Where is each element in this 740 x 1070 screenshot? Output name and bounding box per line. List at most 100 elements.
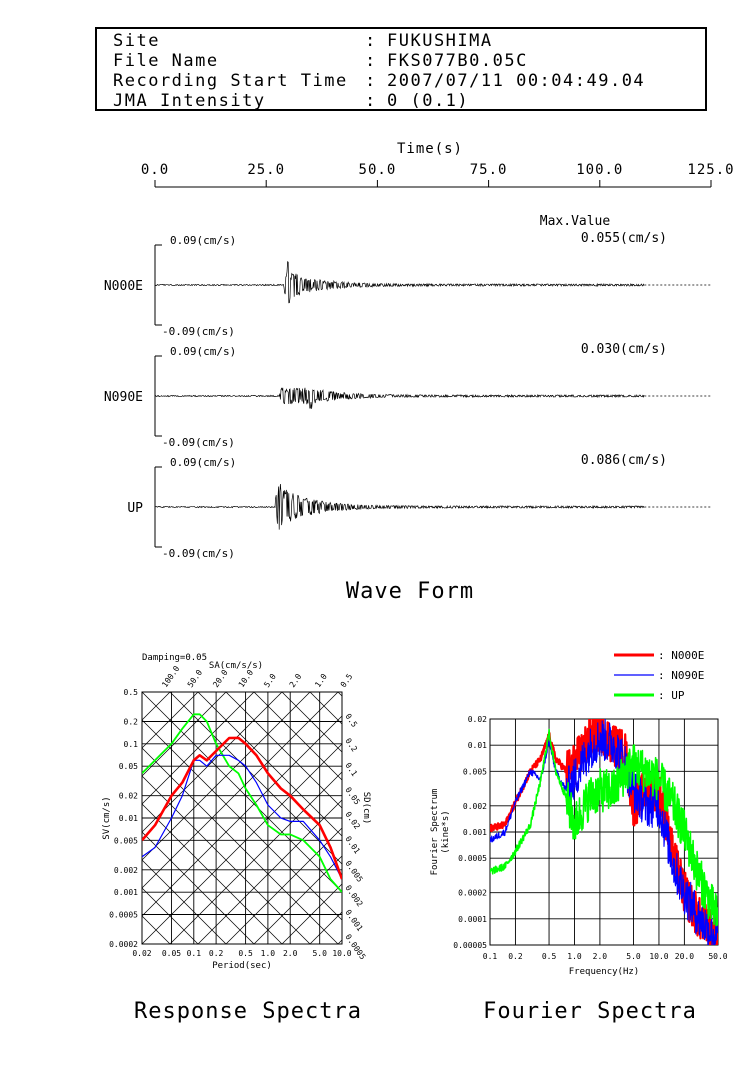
- response-x-tick: 0.02: [132, 949, 151, 958]
- response-sa-tick: 20.0: [211, 668, 230, 689]
- response-sa-tick: 0.5: [339, 672, 355, 689]
- response-diag-sa: [0, 692, 2, 944]
- response-x-tick: 0.2: [209, 949, 224, 958]
- fourier-yunit: (kine*s): [441, 810, 451, 853]
- header-label: File Name: [113, 51, 219, 71]
- response-y-tick: 0.001: [114, 888, 138, 897]
- fourier-x-tick: 20.0: [675, 952, 694, 961]
- waveform-channel-up: 0.09(cm/s) -0.09(cm/s) UP 0.086(cm/s): [127, 453, 711, 560]
- waveform-bottom-label: -0.09(cm/s): [162, 436, 235, 449]
- response-diag-sd: [730, 692, 740, 944]
- response-series-up: [142, 713, 342, 893]
- response-sd-tick: 0.05: [343, 785, 362, 806]
- fourier-x-tick: 1.0: [567, 952, 582, 961]
- response-x-tick: 1.0: [261, 949, 276, 958]
- channel-label: UP: [127, 501, 143, 516]
- fourier-x-tick: 0.2: [508, 952, 523, 961]
- response-diag-sa: [253, 855, 342, 944]
- response-y-tick: 0.0005: [109, 910, 138, 919]
- waveform-bottom-label: -0.09(cm/s): [162, 325, 235, 338]
- response-series-n090e: [142, 754, 342, 880]
- response-sa-tick: 50.0: [186, 668, 205, 689]
- fourier-y-tick: 0.0002: [458, 889, 487, 898]
- fourier-y-tick: 0.001: [463, 828, 487, 837]
- fourier-x-tick: 0.5: [542, 952, 557, 961]
- fourier-y-tick: 0.00005: [453, 941, 487, 950]
- header-value: 0 (0.1): [387, 91, 470, 111]
- header-separator: :: [365, 51, 376, 71]
- response-xlabel: Period(sec): [212, 961, 272, 971]
- response-y-tick: 0.2: [124, 718, 139, 727]
- response-diag-sa: [0, 692, 114, 944]
- response-diag-sa: [0, 692, 30, 944]
- response-diag-sa: [0, 692, 86, 944]
- fourier-ylabel: Fourier Spectrum: [430, 789, 440, 876]
- response-sa-tick: 2.0: [288, 672, 304, 689]
- response-diag-sd: [281, 692, 342, 753]
- header-separator: :: [365, 71, 376, 91]
- time-tick-label: 25.0: [247, 162, 285, 178]
- fourier-y-tick: 0.02: [468, 715, 487, 724]
- channel-max-value: 0.030(cm/s): [581, 342, 667, 357]
- response-y-tick: 0.05: [119, 762, 138, 771]
- response-sd-label: SD(cm): [361, 792, 371, 825]
- response-x-tick: 0.05: [162, 949, 181, 958]
- response-sd-tick: 0.005: [343, 859, 364, 884]
- channel-label: N000E: [104, 279, 143, 294]
- waveform-channel-n000e: 0.09(cm/s) -0.09(cm/s) N000E 0.055(cm/s): [104, 231, 711, 338]
- response-title: Response Spectra: [134, 999, 362, 1024]
- time-tick-label: 50.0: [359, 162, 397, 178]
- response-frame: [141, 691, 343, 945]
- response-y-tick: 0.1: [124, 740, 139, 749]
- response-y-tick: 0.02: [119, 792, 138, 801]
- header-value: 2007/07/11 00:04:49.04: [387, 71, 646, 91]
- fourier-x-tick: 50.0: [708, 952, 727, 961]
- response-x-tick: 2.0: [283, 949, 298, 958]
- response-damping: Damping=0.05: [142, 653, 207, 663]
- waveform-top-label: 0.09(cm/s): [170, 456, 236, 469]
- header-box: Site: FUKUSHIMA File Name: FKS077B0.05C Reco…: [95, 27, 707, 111]
- legend: : N000E: N090E: UP: [614, 649, 704, 702]
- response-y-tick: 0.5: [124, 688, 139, 697]
- channel-label: N090E: [104, 390, 143, 405]
- fourier-spectra-chart: 0.1 0.2 0.5 1.0 2.0 5.0 10.0 20.0 50.0 0.02 0.01 0.…: [430, 715, 728, 977]
- legend-label: : N090E: [658, 669, 704, 682]
- waveform-top-label: 0.09(cm/s): [170, 345, 236, 358]
- waveform-trace: [154, 260, 645, 304]
- header-label: Recording Start Time: [113, 71, 348, 91]
- time-tick-label: 0.0: [141, 162, 169, 178]
- waveform-top-label: 0.09(cm/s): [170, 234, 236, 247]
- fourier-title: Fourier Spectra: [483, 999, 697, 1024]
- fourier-y-tick: 0.01: [468, 741, 487, 750]
- header-label: Site: [113, 31, 160, 51]
- waveform-title: Wave Form: [346, 579, 474, 604]
- response-y-tick: 0.002: [114, 866, 138, 875]
- response-diag-sd: [0, 692, 86, 944]
- fourier-y-tick: 0.0005: [458, 854, 487, 863]
- response-x-tick: 0.1: [187, 949, 202, 958]
- response-spectra-chart: 0.02 0.05 0.1 0.2 0.5 1.0 2.0 5.0 10.0 0.5 0.2 0.1 0…: [0, 653, 740, 971]
- response-sa-tick: 10.0: [237, 668, 256, 689]
- channel-max-value: 0.086(cm/s): [581, 453, 667, 468]
- channel-max-value: 0.055(cm/s): [581, 231, 667, 246]
- response-sd-tick: 0.2: [343, 736, 359, 753]
- header-separator: :: [365, 31, 376, 51]
- time-tick-label: 75.0: [470, 162, 508, 178]
- response-diag-sa: [0, 692, 58, 944]
- response-diag-sd: [0, 692, 114, 944]
- response-sd-tick: 0.01: [343, 834, 362, 855]
- header-label: JMA Intensity: [113, 91, 266, 111]
- fourier-y-tick: 0.005: [463, 767, 487, 776]
- response-sd-tick: 0.001: [343, 908, 364, 933]
- legend-label: : UP: [658, 689, 685, 702]
- fourier-y-tick: 0.0001: [458, 915, 487, 924]
- response-y-tick: 0.01: [119, 814, 138, 823]
- time-tick-label: 100.0: [576, 162, 623, 178]
- response-diag-sd: [253, 692, 342, 781]
- response-sd-tick: 0.5: [343, 712, 359, 729]
- header-value: FKS077B0.05C: [387, 51, 528, 71]
- response-diag-sa: [281, 883, 342, 944]
- fourier-series-up: [490, 728, 718, 927]
- waveform-trace: [154, 387, 645, 409]
- response-diag-sd: [0, 692, 58, 944]
